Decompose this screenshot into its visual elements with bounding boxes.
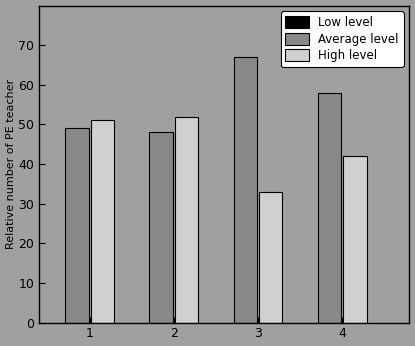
Bar — [343, 156, 366, 322]
Bar — [318, 93, 341, 322]
Bar — [175, 117, 198, 322]
Bar — [90, 120, 114, 322]
Bar — [65, 128, 89, 322]
Bar — [234, 57, 257, 322]
Legend: Low level, Average level, High level: Low level, Average level, High level — [281, 11, 403, 67]
Bar — [149, 133, 173, 322]
Bar — [259, 192, 282, 322]
Y-axis label: Relative number of PE teacher: Relative number of PE teacher — [5, 79, 15, 249]
